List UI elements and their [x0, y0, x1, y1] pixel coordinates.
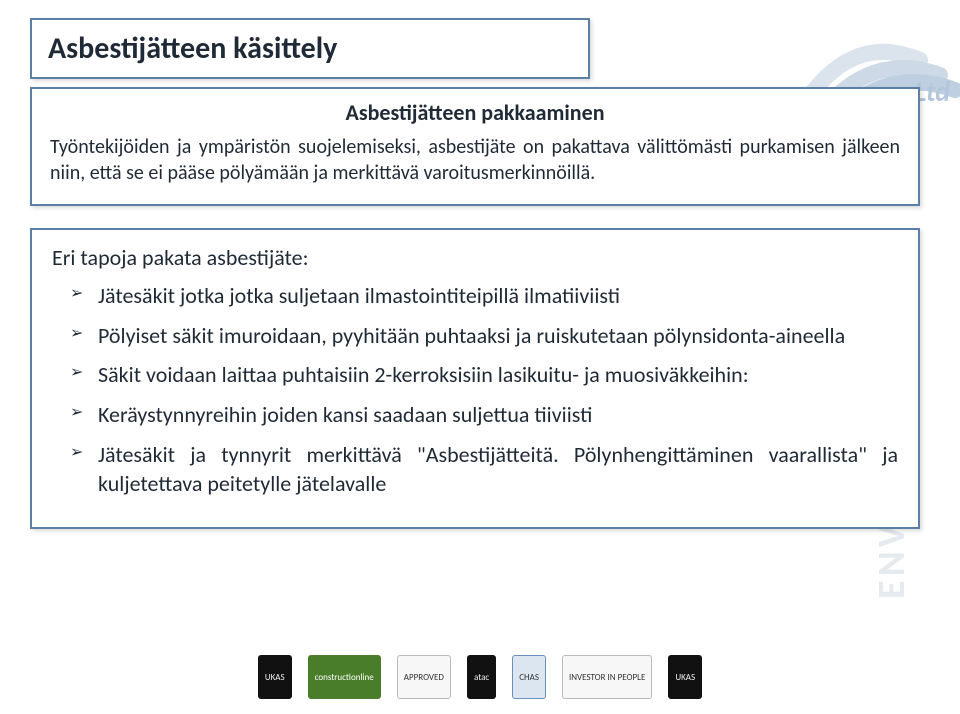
subtitle: Asbestijätteen pakkaaminen — [50, 99, 900, 126]
page-title: Asbestijätteen käsittely — [48, 30, 572, 67]
footer-badges: UKAS constructionline APPROVED atac CHAS… — [0, 648, 960, 706]
badge-investor: INVESTOR IN PEOPLE — [562, 655, 652, 699]
badge-atac: atac — [467, 655, 496, 699]
title-box: Asbestijätteen käsittely — [30, 18, 590, 79]
badge-ukas: UKAS — [258, 655, 292, 699]
slide-content: Asbestijätteen käsittely Asbestijätteen … — [0, 0, 960, 529]
list-item: Säkit voidaan laittaa puhtaisiin 2-kerro… — [78, 360, 898, 390]
list-item: Keräystynnyreihin joiden kansi saadaan s… — [78, 400, 898, 430]
list-box: Eri tapoja pakata asbestijäte: Jätesäkit… — [30, 228, 920, 529]
list-item: Pölyiset säkit imuroidaan, pyyhitään puh… — [78, 321, 898, 351]
list-item: Jätesäkit jotka jotka suljetaan ilmastoi… — [78, 281, 898, 311]
list-item: Jätesäkit ja tynnyrit merkittävä "Asbest… — [78, 440, 898, 499]
bullet-list: Jätesäkit jotka jotka suljetaan ilmastoi… — [52, 281, 898, 499]
badge-chas: CHAS — [512, 655, 546, 699]
badge-construction: constructionline — [308, 655, 381, 699]
badge-ukas-2: UKAS — [668, 655, 702, 699]
intro-text: Työntekijöiden ja ympäristön suojelemise… — [50, 134, 900, 186]
intro-box: Asbestijätteen pakkaaminen Työntekijöide… — [30, 87, 920, 206]
list-lead: Eri tapoja pakata asbestijäte: — [52, 244, 898, 271]
badge-approved: APPROVED — [397, 655, 451, 699]
